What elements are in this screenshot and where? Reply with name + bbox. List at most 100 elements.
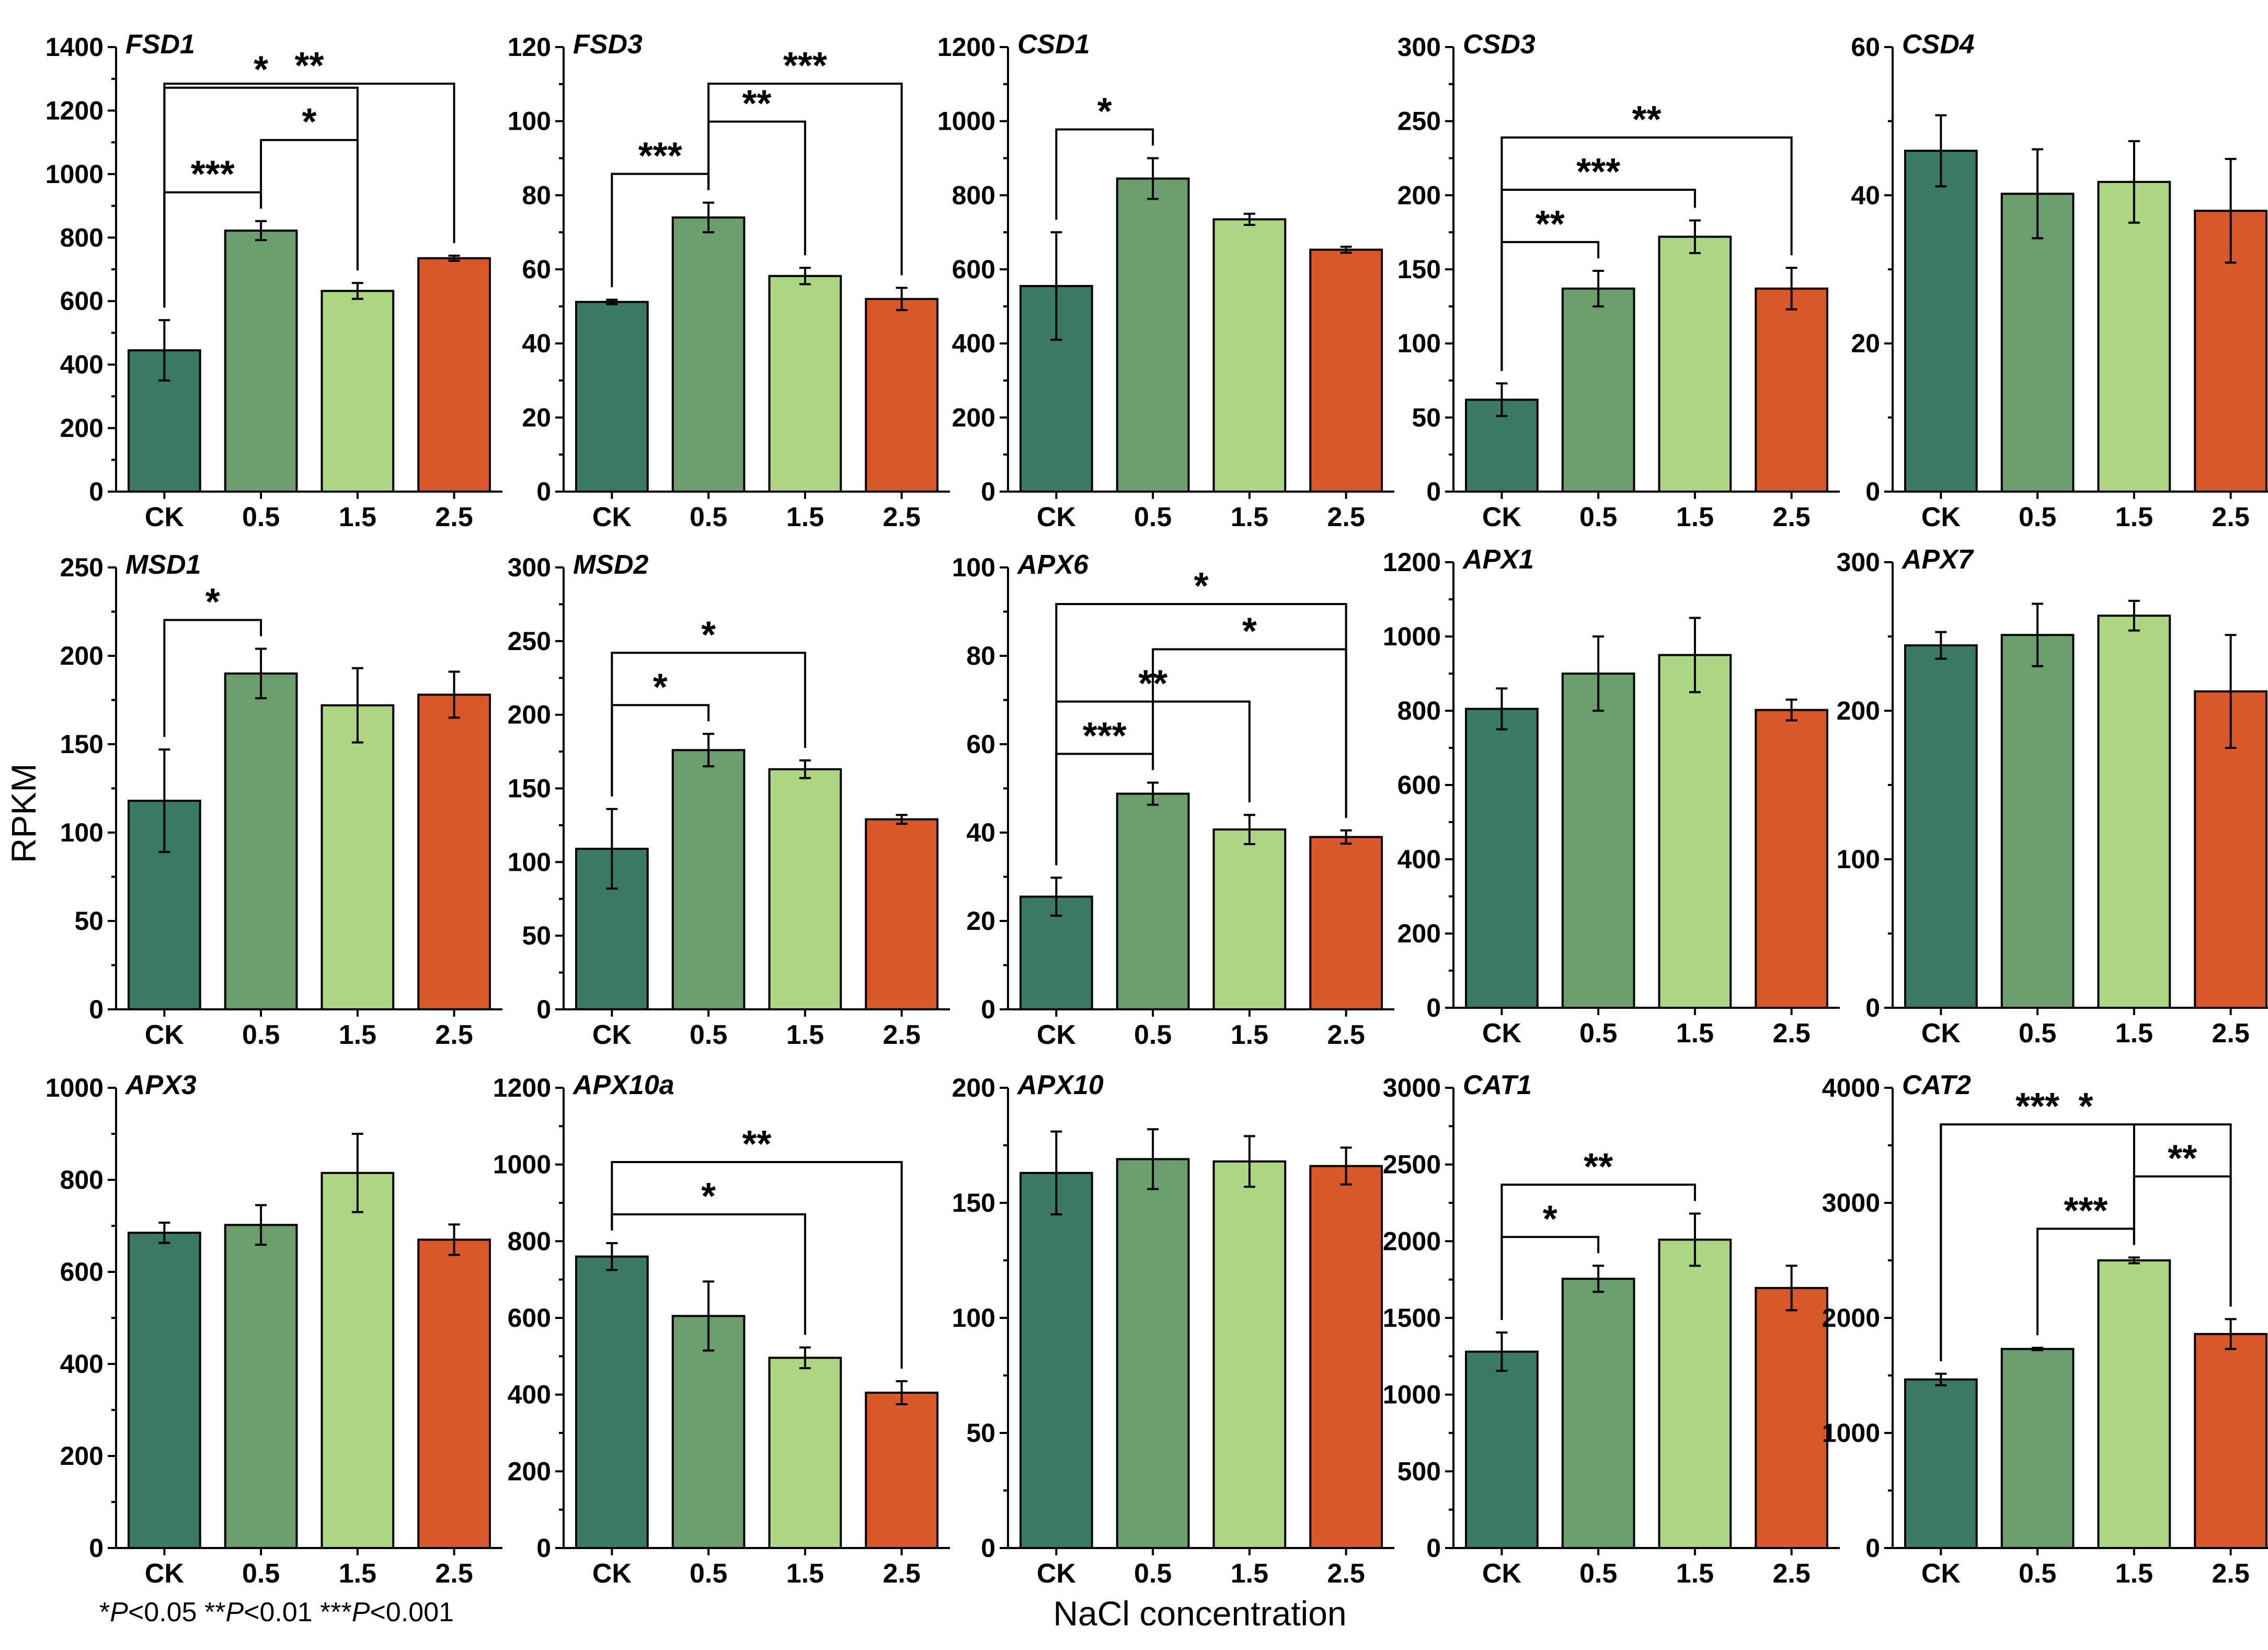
bar-cat1-1.5 [1658, 1238, 1732, 1549]
x-tick-label: 1.5 [1231, 1020, 1268, 1050]
panel-title: APX7 [1901, 544, 1974, 575]
significance-label: *** [191, 154, 235, 196]
significance-bracket [163, 619, 262, 737]
y-tick-label: 0 [1426, 993, 1441, 1022]
y-axis-label: RPKM [4, 764, 43, 863]
bar-msd2-2.5 [865, 818, 938, 1011]
significance-bracket [611, 1161, 903, 1369]
significance-bracket [163, 83, 455, 308]
y-tick-label: 200 [1837, 696, 1880, 725]
bar-cat2-2.5 [2194, 1333, 2267, 1550]
y-tick-label: 600 [508, 1303, 551, 1333]
significance-label: * [701, 614, 716, 656]
x-tick-label: 2.5 [2212, 1558, 2249, 1589]
y-tick-label: 80 [966, 641, 995, 670]
y-tick-label: 150 [952, 1188, 995, 1217]
y-tick-label: 60 [1851, 32, 1880, 62]
bar-apx7-CK [1904, 644, 1978, 1009]
y-tick-label: 60 [522, 255, 551, 284]
significance-label: * [1543, 1198, 1557, 1240]
error-bar-cat2-2.5 [2225, 1318, 2237, 1350]
error-bar-apx7-CK [1935, 631, 1947, 660]
y-tick-label: 3000 [1822, 1188, 1880, 1217]
y-tick-label: 800 [952, 180, 995, 210]
error-bar-csd1-0.5 [1147, 157, 1159, 200]
y-tick-label: 40 [966, 818, 995, 847]
bar-apx10-0.5 [1116, 1158, 1190, 1549]
y-tick-label: 120 [508, 32, 551, 62]
error-bar-cat2-CK [1935, 1372, 1947, 1386]
error-bar-cat1-0.5 [1593, 1265, 1605, 1293]
bar-fsd1-0.5 [224, 229, 298, 493]
x-tick-label: CK [1921, 1558, 1961, 1589]
panel-apx1: 0 200 400 600 800 1000 1200 CK 0.5 1.5 2.5 APX1 [1383, 544, 1840, 1049]
y-tick-label: 250 [1398, 107, 1441, 136]
y-tick-label: 100 [508, 847, 551, 877]
x-tick-label: CK [1921, 1018, 1961, 1049]
y-tick-label: 0 [981, 995, 995, 1024]
y-tick-label: 4000 [1822, 1073, 1880, 1102]
x-tick-label: 0.5 [690, 502, 727, 532]
y-tick-label: 0 [536, 1533, 551, 1563]
y-tick-label: 0 [1865, 993, 1880, 1022]
y-tick-label: 3000 [1383, 1073, 1441, 1102]
x-tick-label: CK [1482, 1558, 1522, 1589]
bar-csd4-1.5 [2097, 180, 2171, 493]
y-tick-label: 0 [981, 477, 995, 506]
bar-cat2-CK [1904, 1378, 1978, 1549]
y-tick-label: 0 [1865, 477, 1880, 506]
panel-title: CSD3 [1463, 29, 1536, 60]
x-tick-label: 2.5 [1772, 1558, 1810, 1589]
x-tick-label: 1.5 [786, 502, 824, 532]
x-tick-label: 1.5 [1676, 502, 1714, 532]
panel-title: CSD4 [1902, 29, 1975, 60]
significance-bracket [611, 652, 806, 796]
panel-title: APX3 [124, 1070, 197, 1100]
panel-msd1: 0 50 100 150 200 250 CK 0.5 1.5 2.5 MSD1* [60, 550, 502, 1050]
error-bar-msd2-CK [606, 807, 618, 890]
x-tick-label: 0.5 [1579, 1558, 1617, 1589]
bar-apx3-1.5 [320, 1171, 395, 1550]
y-tick-label: 1500 [1383, 1303, 1441, 1333]
error-bar-fsd1-2.5 [448, 254, 460, 262]
error-bar-apx10-2.5 [1340, 1146, 1352, 1186]
y-tick-label: 0 [1865, 1533, 1880, 1563]
x-tick-label: 2.5 [1327, 1558, 1365, 1589]
y-tick-label: 800 [60, 1165, 104, 1194]
significance-label: * [1242, 611, 1257, 653]
y-tick-label: 600 [1398, 770, 1441, 800]
panel-title: APX10 [1016, 1070, 1104, 1100]
error-bar-apx6-2.5 [1340, 829, 1352, 845]
error-bar-csd3-2.5 [1785, 267, 1797, 311]
y-tick-label: 1200 [493, 1073, 551, 1102]
bar-apx6-0.5 [1116, 792, 1190, 1010]
x-tick-label: 2.5 [1772, 502, 1810, 532]
x-tick-label: CK [1482, 502, 1522, 532]
bar-fsd1-2.5 [417, 257, 491, 493]
y-tick-label: 50 [522, 921, 551, 950]
significance-bracket [1500, 1184, 1696, 1320]
error-bar-apx7-2.5 [2225, 634, 2237, 749]
y-tick-label: 1000 [937, 107, 995, 136]
y-tick-label: 1000 [1383, 1380, 1441, 1409]
y-tick-label: 200 [1398, 180, 1441, 210]
x-tick-label: 0.5 [1579, 502, 1617, 532]
bar-msd1-1.5 [320, 704, 395, 1010]
bar-apx1-0.5 [1561, 673, 1635, 1009]
x-tick-label: 2.5 [1772, 1018, 1810, 1049]
y-tick-label: 100 [952, 553, 995, 582]
x-tick-label: 1.5 [1676, 1558, 1714, 1589]
y-tick-label: 0 [536, 477, 551, 506]
bar-apx10a-2.5 [865, 1392, 938, 1549]
x-tick-label: 1.5 [786, 1020, 824, 1050]
y-tick-label: 400 [1398, 845, 1441, 874]
x-tick-label: 0.5 [690, 1558, 727, 1589]
significance-label: ** [742, 1123, 771, 1165]
y-tick-label: 150 [508, 774, 551, 803]
y-tick-label: 40 [522, 329, 551, 358]
y-tick-label: 150 [1398, 255, 1441, 284]
error-bar-msd2-2.5 [896, 814, 908, 825]
